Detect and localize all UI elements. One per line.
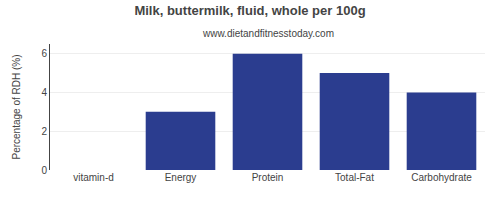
svg-text:Carbohydrate: Carbohydrate (411, 172, 472, 183)
svg-text:Energy: Energy (165, 172, 197, 183)
svg-text:4: 4 (41, 87, 47, 98)
svg-text:Total-Fat: Total-Fat (335, 172, 374, 183)
svg-text:0: 0 (41, 165, 47, 176)
svg-text:vitamin-d: vitamin-d (73, 172, 114, 183)
svg-text:2: 2 (41, 126, 47, 137)
svg-text:www.dietandfitnesstoday.com: www.dietandfitnesstoday.com (202, 28, 334, 39)
svg-text:6: 6 (41, 48, 47, 59)
svg-text:Percentage of RDH (%): Percentage of RDH (%) (11, 54, 22, 159)
svg-text:Protein: Protein (252, 172, 284, 183)
svg-text:Milk, buttermilk, fluid, whole: Milk, buttermilk, fluid, whole per 100g (134, 3, 365, 18)
